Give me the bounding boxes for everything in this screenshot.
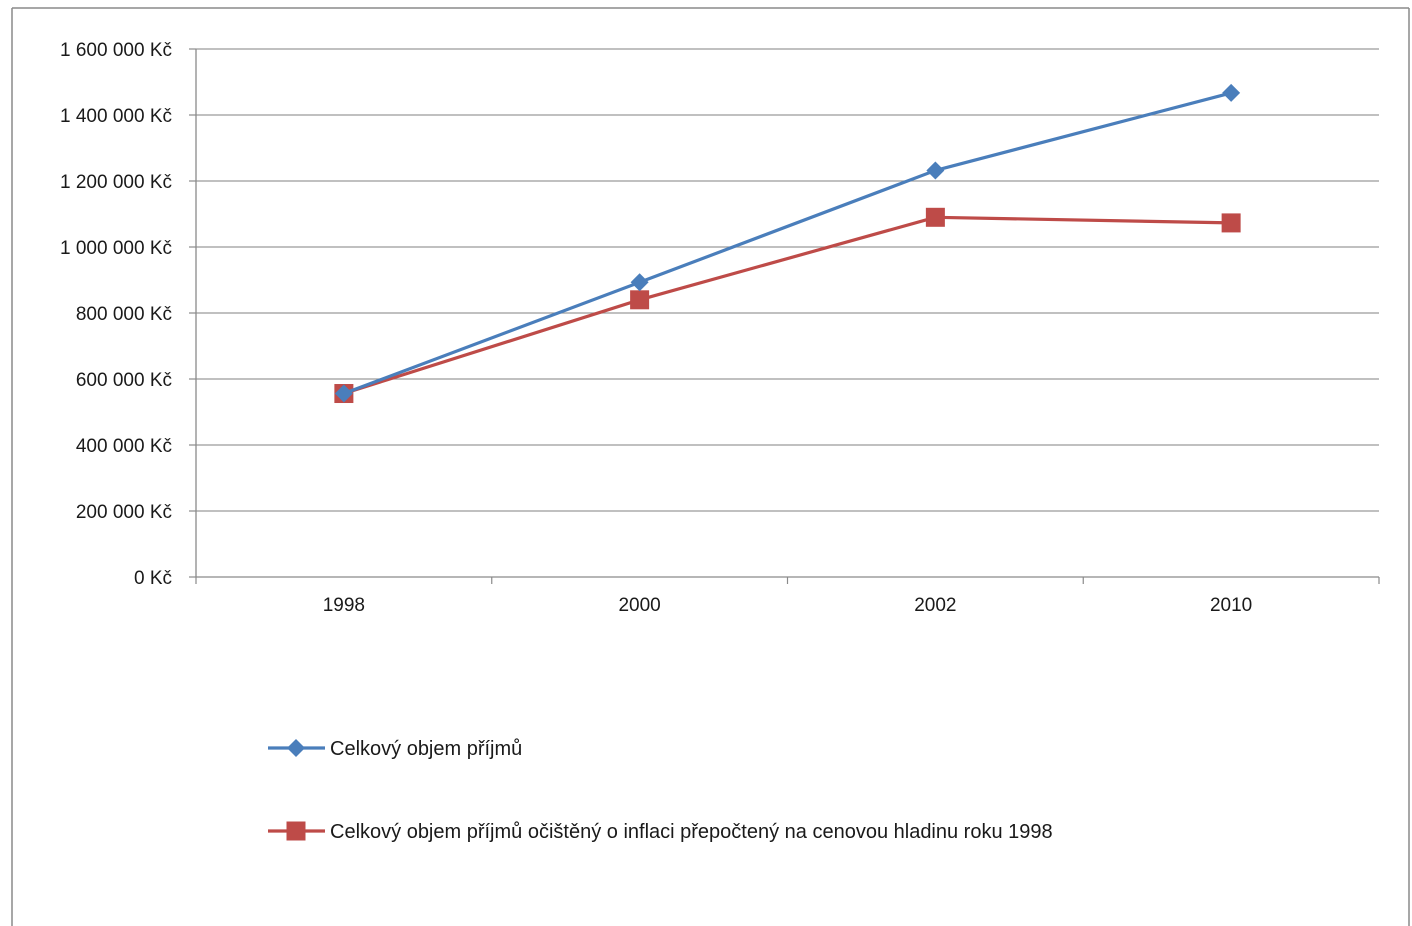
diamond-marker — [1222, 83, 1241, 102]
legend-item-2: Celkový objem příjmů očištěný o inflaci … — [268, 821, 1053, 843]
y-tick-label: 1 600 000 Kč — [60, 40, 172, 61]
square-marker — [630, 290, 650, 310]
y-tick-label: 1 000 000 Kč — [60, 238, 172, 259]
square-marker — [925, 207, 945, 227]
legend-item-1: Celkový objem příjmů — [268, 738, 522, 760]
series-line — [343, 215, 1232, 396]
legend: Celkový objem příjmů Celkový objem příjmů… — [268, 738, 1053, 843]
series-1 — [334, 83, 1241, 403]
legend-marker-icon — [287, 739, 305, 757]
x-tick-label: 2000 — [618, 595, 660, 616]
series-lines — [334, 83, 1241, 404]
y-tick-label: 400 000 Kč — [76, 436, 172, 457]
square-marker — [1221, 213, 1241, 233]
legend-label: Celkový objem příjmů očištěný o inflaci … — [330, 821, 1053, 843]
y-tick-label: 1 200 000 Kč — [60, 172, 172, 193]
legend-label: Celkový objem příjmů — [330, 738, 522, 760]
legend-marker-icon — [286, 821, 306, 841]
x-tick-label: 2010 — [1210, 595, 1252, 616]
y-tick-label: 600 000 Kč — [76, 370, 172, 391]
x-tick-label: 2002 — [914, 595, 956, 616]
diamond-marker — [334, 384, 353, 403]
diamond-marker — [630, 273, 649, 292]
x-tick-label: 1998 — [323, 595, 365, 616]
y-tick-label: 1 400 000 Kč — [60, 106, 172, 127]
y-tick-label: 800 000 Kč — [76, 304, 172, 325]
diamond-marker — [926, 161, 945, 180]
series-line — [343, 91, 1232, 396]
y-tick-label: 0 Kč — [134, 568, 172, 589]
y-tick-label: 200 000 Kč — [76, 502, 172, 523]
axes: 0 Kč 200 000 Kč 400 000 Kč 600 000 Kč 800 00… — [60, 40, 1380, 616]
series-2 — [334, 207, 1241, 404]
